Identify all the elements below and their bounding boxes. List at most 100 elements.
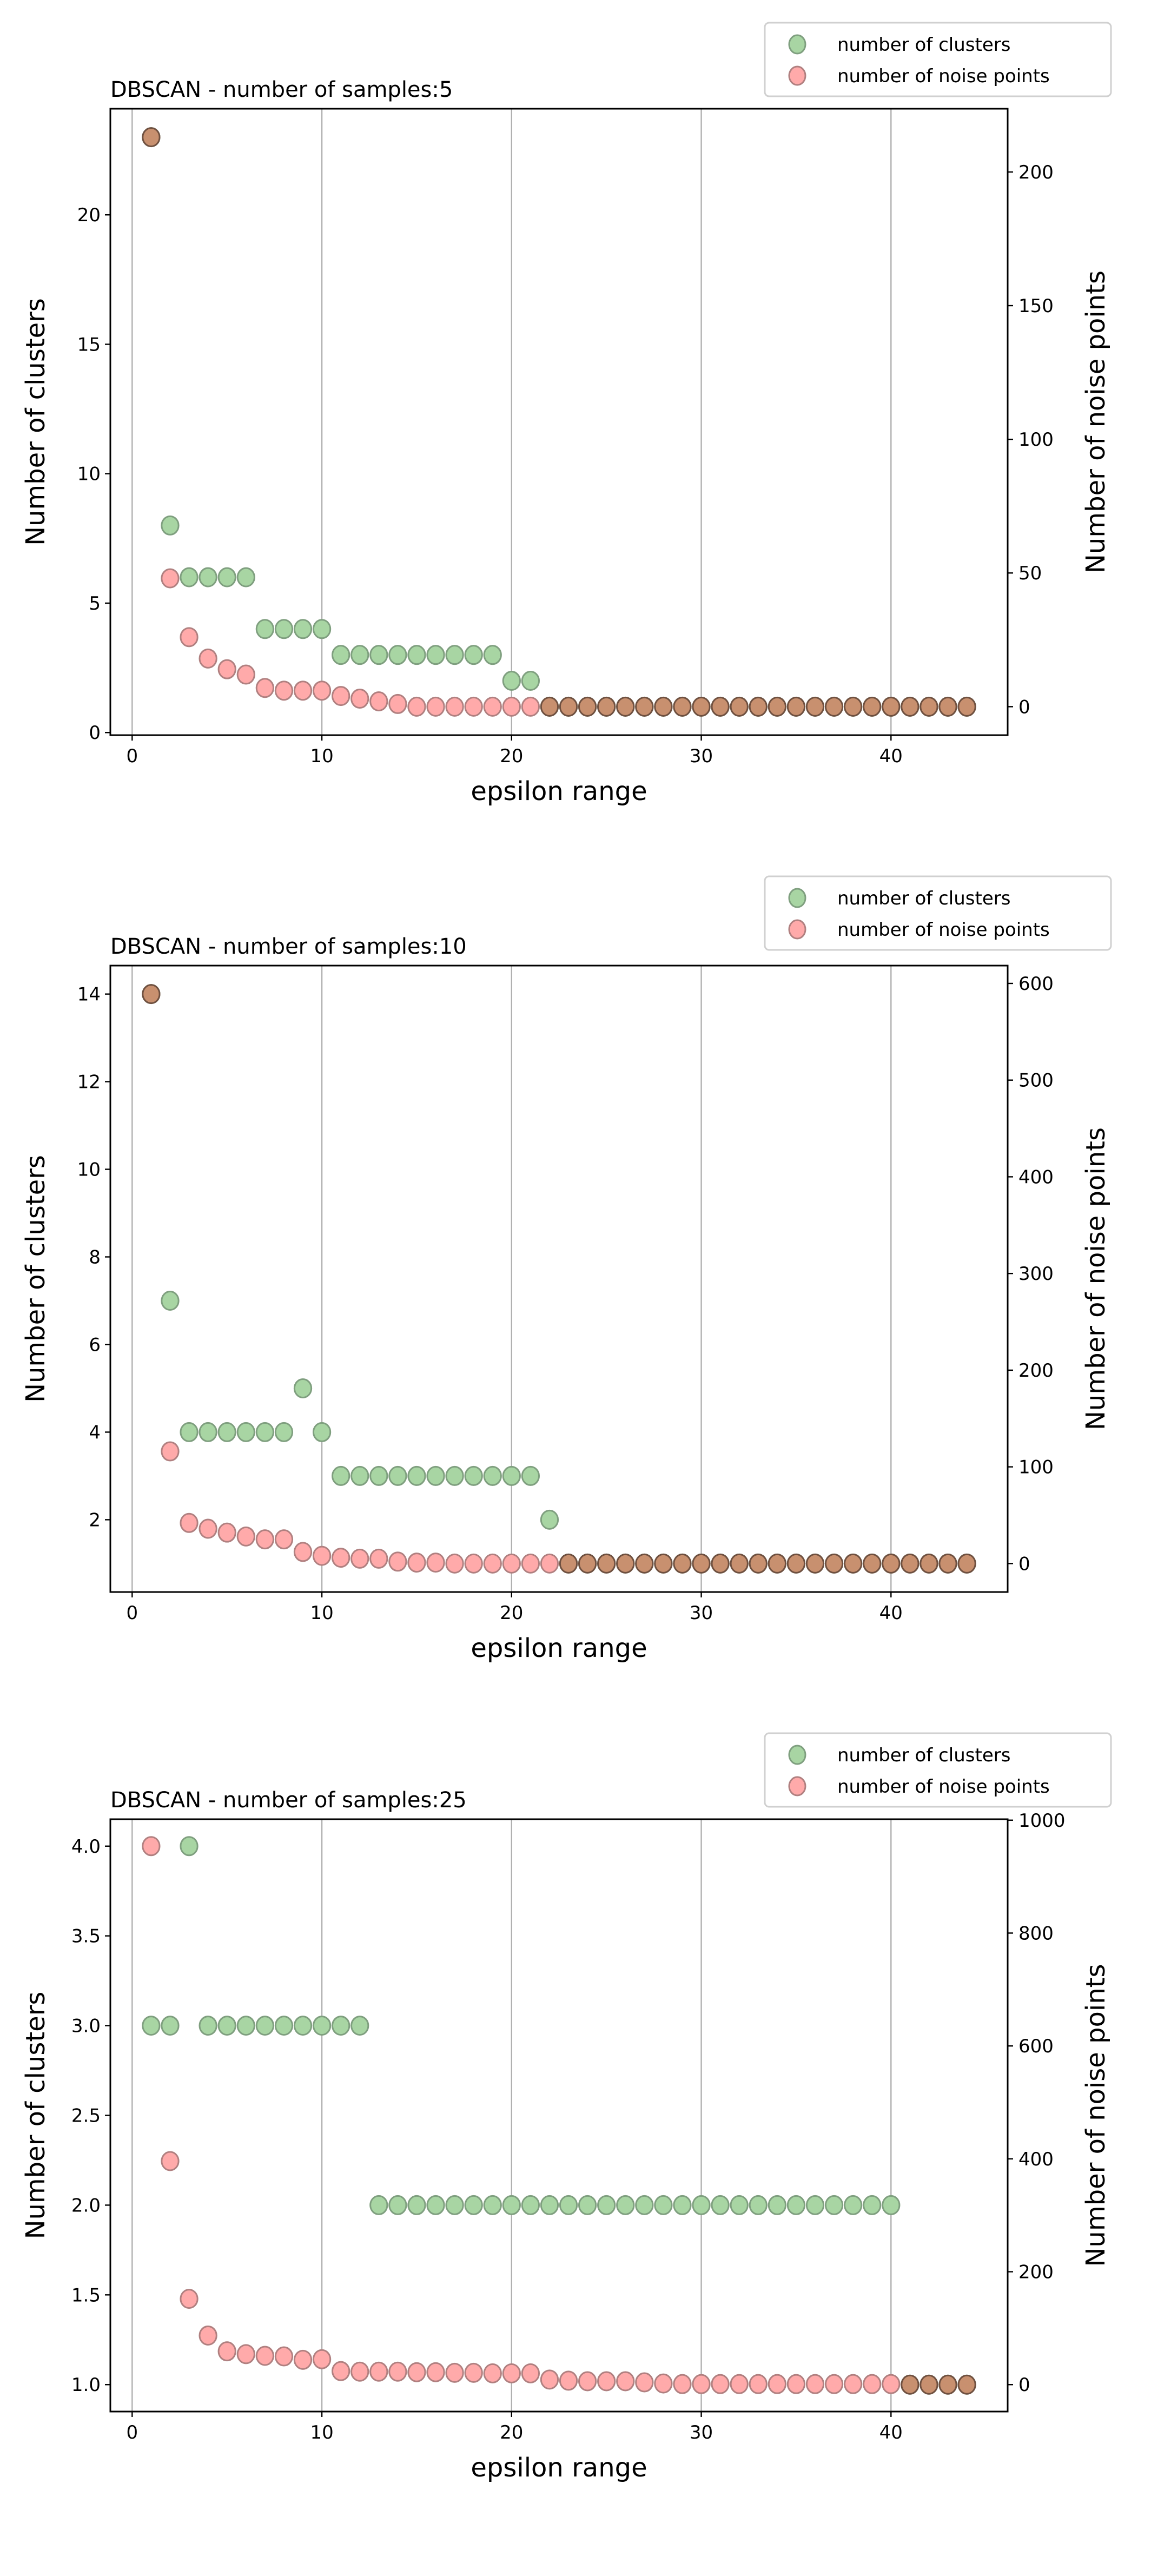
overlap-point	[805, 696, 825, 717]
cluster-point	[711, 2195, 730, 2215]
cluster-point	[445, 645, 464, 665]
noise-point	[863, 2374, 882, 2394]
y-left-tick-label: 3.5	[71, 1926, 101, 1947]
overlap-point	[768, 696, 786, 717]
cluster-point	[521, 671, 540, 691]
x-tick-label: 20	[500, 745, 523, 767]
y-right-tick-label: 200	[1018, 162, 1054, 183]
cluster-point	[217, 1422, 236, 1442]
y-left-tick-label: 2	[89, 1509, 101, 1531]
noise-point	[274, 681, 294, 701]
cluster-point	[199, 567, 217, 587]
cluster-point	[274, 2016, 294, 2036]
cluster-point	[654, 2195, 673, 2215]
noise-point	[521, 1553, 540, 1574]
overlap-point	[768, 1553, 786, 1574]
legend-marker-clusters	[788, 34, 806, 55]
y-left-tick-label: 3.0	[71, 2016, 101, 2037]
cluster-point	[388, 1465, 407, 1486]
overlap-point	[901, 1553, 920, 1574]
y-right-tick-label: 0	[1018, 2374, 1030, 2396]
x-tick-label: 30	[690, 2422, 713, 2443]
legend-marker-clusters	[788, 888, 806, 908]
legend-box	[764, 22, 1112, 97]
x-tick-label: 10	[310, 1602, 333, 1624]
cluster-point	[369, 2195, 388, 2215]
overlap-point	[844, 696, 863, 717]
overlap-point	[749, 696, 768, 717]
y-right-tick-label: 500	[1018, 1070, 1054, 1092]
y-left-tick-label: 12	[77, 1072, 101, 1093]
axes-frame	[109, 108, 1009, 736]
overlap-point	[616, 696, 635, 717]
cluster-point	[161, 515, 180, 536]
noise-point	[180, 627, 199, 648]
noise-point	[332, 1548, 350, 1568]
noise-point	[199, 648, 217, 669]
noise-point	[180, 1512, 199, 1533]
cluster-point	[217, 567, 236, 587]
x-tick-label: 10	[310, 2422, 333, 2443]
overlap-point	[692, 696, 711, 717]
noise-point	[255, 678, 274, 698]
overlap-point	[673, 1553, 692, 1574]
cluster-point	[255, 1422, 274, 1442]
y-left-tick-label: 15	[77, 334, 101, 355]
y-right-axis-label: Number of noise points	[1081, 1127, 1111, 1430]
axes-frame	[109, 965, 1009, 1593]
x-tick-label: 30	[690, 1602, 713, 1624]
cluster-point	[483, 2195, 502, 2215]
noise-point	[199, 1518, 217, 1539]
noise-point	[161, 568, 180, 589]
noise-point	[236, 1526, 255, 1547]
noise-point	[540, 1553, 559, 1574]
cluster-point	[597, 2195, 616, 2215]
y-left-tick-label: 0	[89, 722, 101, 744]
noise-point	[350, 2361, 369, 2382]
y-right-axis-label: Number of noise points	[1081, 270, 1111, 573]
cluster-point	[540, 2195, 559, 2215]
overlap-point	[578, 1553, 597, 1574]
axes-frame	[109, 1818, 1009, 2413]
overlap-point	[938, 1553, 957, 1574]
overlap-point	[749, 1553, 768, 1574]
overlap-point	[920, 2374, 938, 2395]
noise-point	[332, 686, 350, 706]
cluster-point	[180, 567, 199, 587]
overlap-point	[597, 1553, 616, 1574]
x-axis-label: epsilon range	[471, 1633, 647, 1663]
y-left-tick-label: 5	[89, 593, 101, 615]
noise-point	[426, 1553, 445, 1573]
y-right-tick-label: 400	[1018, 1166, 1054, 1188]
y-left-tick-label: 20	[77, 204, 101, 226]
cluster-point	[824, 2195, 844, 2215]
x-axis-label: epsilon range	[471, 2453, 647, 2483]
noise-point	[407, 696, 426, 717]
y-right-tick-label: 300	[1018, 1263, 1054, 1285]
noise-point	[692, 2374, 711, 2394]
noise-point	[502, 1553, 521, 1574]
cluster-point	[616, 2195, 635, 2215]
noise-point	[768, 2374, 786, 2394]
legend: number of clusters number of noise points	[764, 1732, 1112, 1808]
noise-point	[445, 2362, 464, 2383]
y-left-tick-label: 10	[77, 1159, 101, 1181]
noise-point	[805, 2374, 825, 2394]
overlap-point	[597, 696, 616, 717]
overlap-point	[938, 696, 957, 717]
y-right-tick-label: 100	[1018, 1457, 1054, 1478]
noise-point	[426, 2362, 445, 2382]
x-tick-label: 20	[500, 2422, 523, 2443]
noise-point	[502, 2363, 521, 2383]
cluster-point	[692, 2195, 711, 2215]
cluster-point	[274, 1422, 294, 1442]
overlap-point	[938, 2374, 957, 2395]
noise-point	[388, 2361, 407, 2382]
cluster-point	[274, 619, 294, 639]
cluster-point	[730, 2195, 749, 2215]
y-left-axis-label: Number of clusters	[21, 298, 51, 546]
x-tick-label: 0	[127, 2422, 138, 2443]
x-tick-label: 40	[879, 745, 903, 767]
cluster-point	[521, 1465, 540, 1486]
overlap-point	[882, 1553, 901, 1574]
